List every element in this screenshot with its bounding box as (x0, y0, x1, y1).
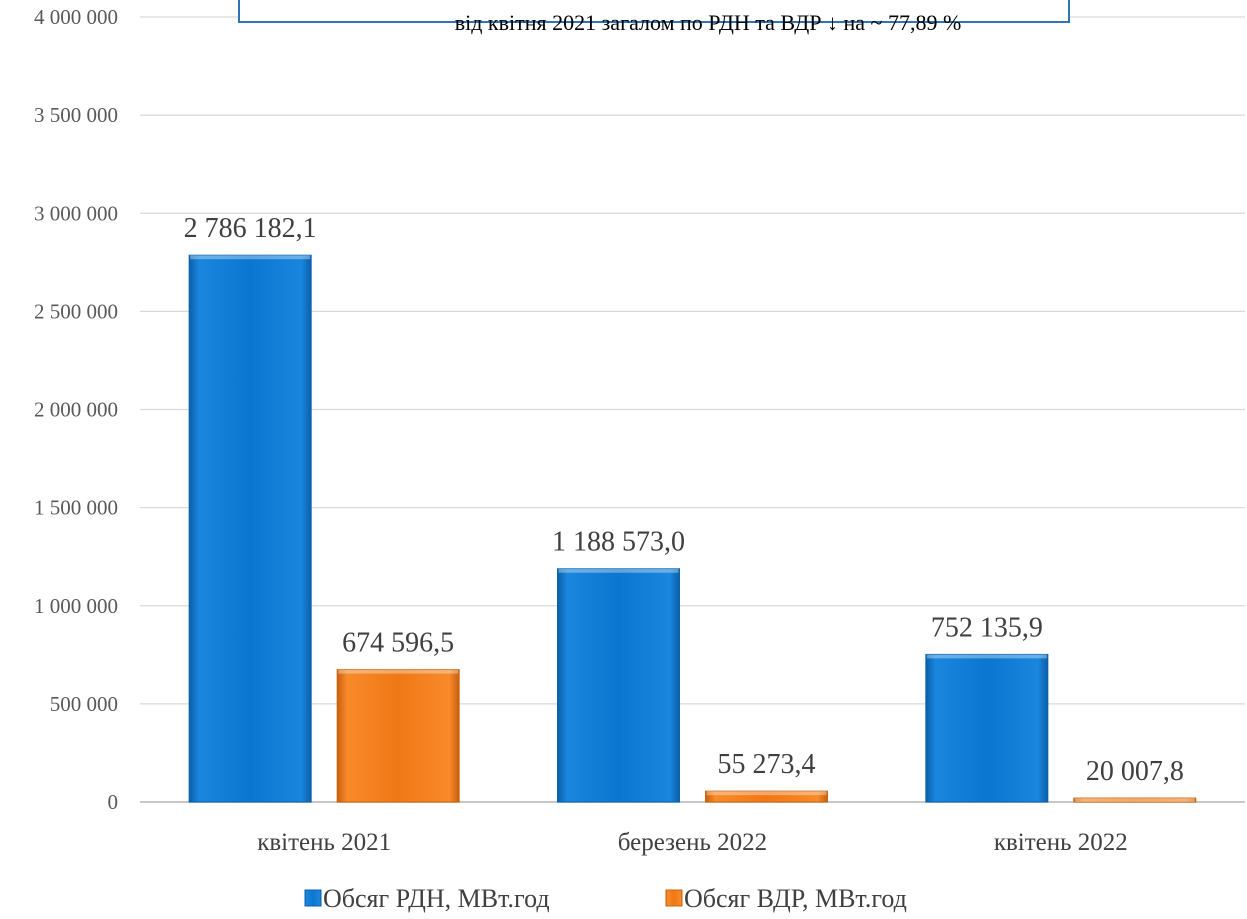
legend-label: Обсяг ВДР, МВт.год (684, 884, 907, 913)
bars (188, 254, 1197, 803)
bar-vdr-1 (336, 669, 460, 803)
bar-highlight (926, 654, 1047, 659)
y-tick-label: 1 500 000 (34, 496, 118, 520)
y-tick-label: 4 000 000 (34, 5, 118, 29)
data-label: 20 007,8 (1086, 756, 1184, 787)
data-label: 2 786 182,1 (184, 213, 317, 244)
data-label: 752 135,9 (931, 612, 1043, 643)
category-label: березень 2022 (618, 829, 767, 856)
legend-label: Обсяг РДН, МВт.год (323, 884, 550, 913)
bar-highlight (190, 255, 311, 260)
x-axis-category-labels: квітень 2021 березень 2022 квітень 2022 (257, 829, 1128, 856)
data-label: 1 188 573,0 (552, 527, 685, 558)
legend: Обсяг РДН, МВт.год Обсяг ВДР, МВт.год (304, 884, 907, 913)
bar-rdn-1 (188, 254, 312, 803)
data-label: 674 596,5 (342, 628, 454, 659)
category-label: квітень 2022 (994, 829, 1128, 856)
y-tick-label: 0 (108, 790, 119, 814)
y-tick-label: 2 000 000 (34, 398, 118, 422)
bar-highlight (558, 568, 679, 573)
y-tick-label: 1 000 000 (34, 594, 118, 618)
legend-swatch (665, 889, 683, 907)
bar-vdr-3 (1073, 797, 1197, 803)
legend-swatch (304, 889, 322, 907)
bar-vdr-2 (705, 790, 828, 803)
annotation-text: від квітня 2021 загалом по РДН та ВДР ↓ … (455, 10, 962, 35)
category-label: квітень 2021 (257, 829, 391, 856)
data-labels: 2 786 182,1 674 596,5 1 188 573,0 55 273,4 7… (184, 213, 1184, 787)
bar-highlight (1074, 798, 1195, 802)
bar-highlight (706, 791, 827, 796)
bar-highlight (338, 669, 459, 674)
data-label: 55 273,4 (718, 749, 816, 780)
y-tick-label: 2 500 000 (34, 299, 118, 323)
y-axis-tick-labels: 0 500 000 1 000 000 1 500 000 2 000 000 2 500… (34, 5, 118, 814)
y-tick-label: 3 500 000 (34, 103, 118, 127)
bar-rdn-3 (925, 653, 1049, 803)
annotation-box: від квітня 2021 загалом по РДН та ВДР ↓ … (238, 0, 1070, 35)
y-tick-label: 3 000 000 (34, 201, 118, 225)
y-tick-label: 500 000 (50, 692, 118, 716)
bar-rdn-2 (557, 568, 680, 803)
